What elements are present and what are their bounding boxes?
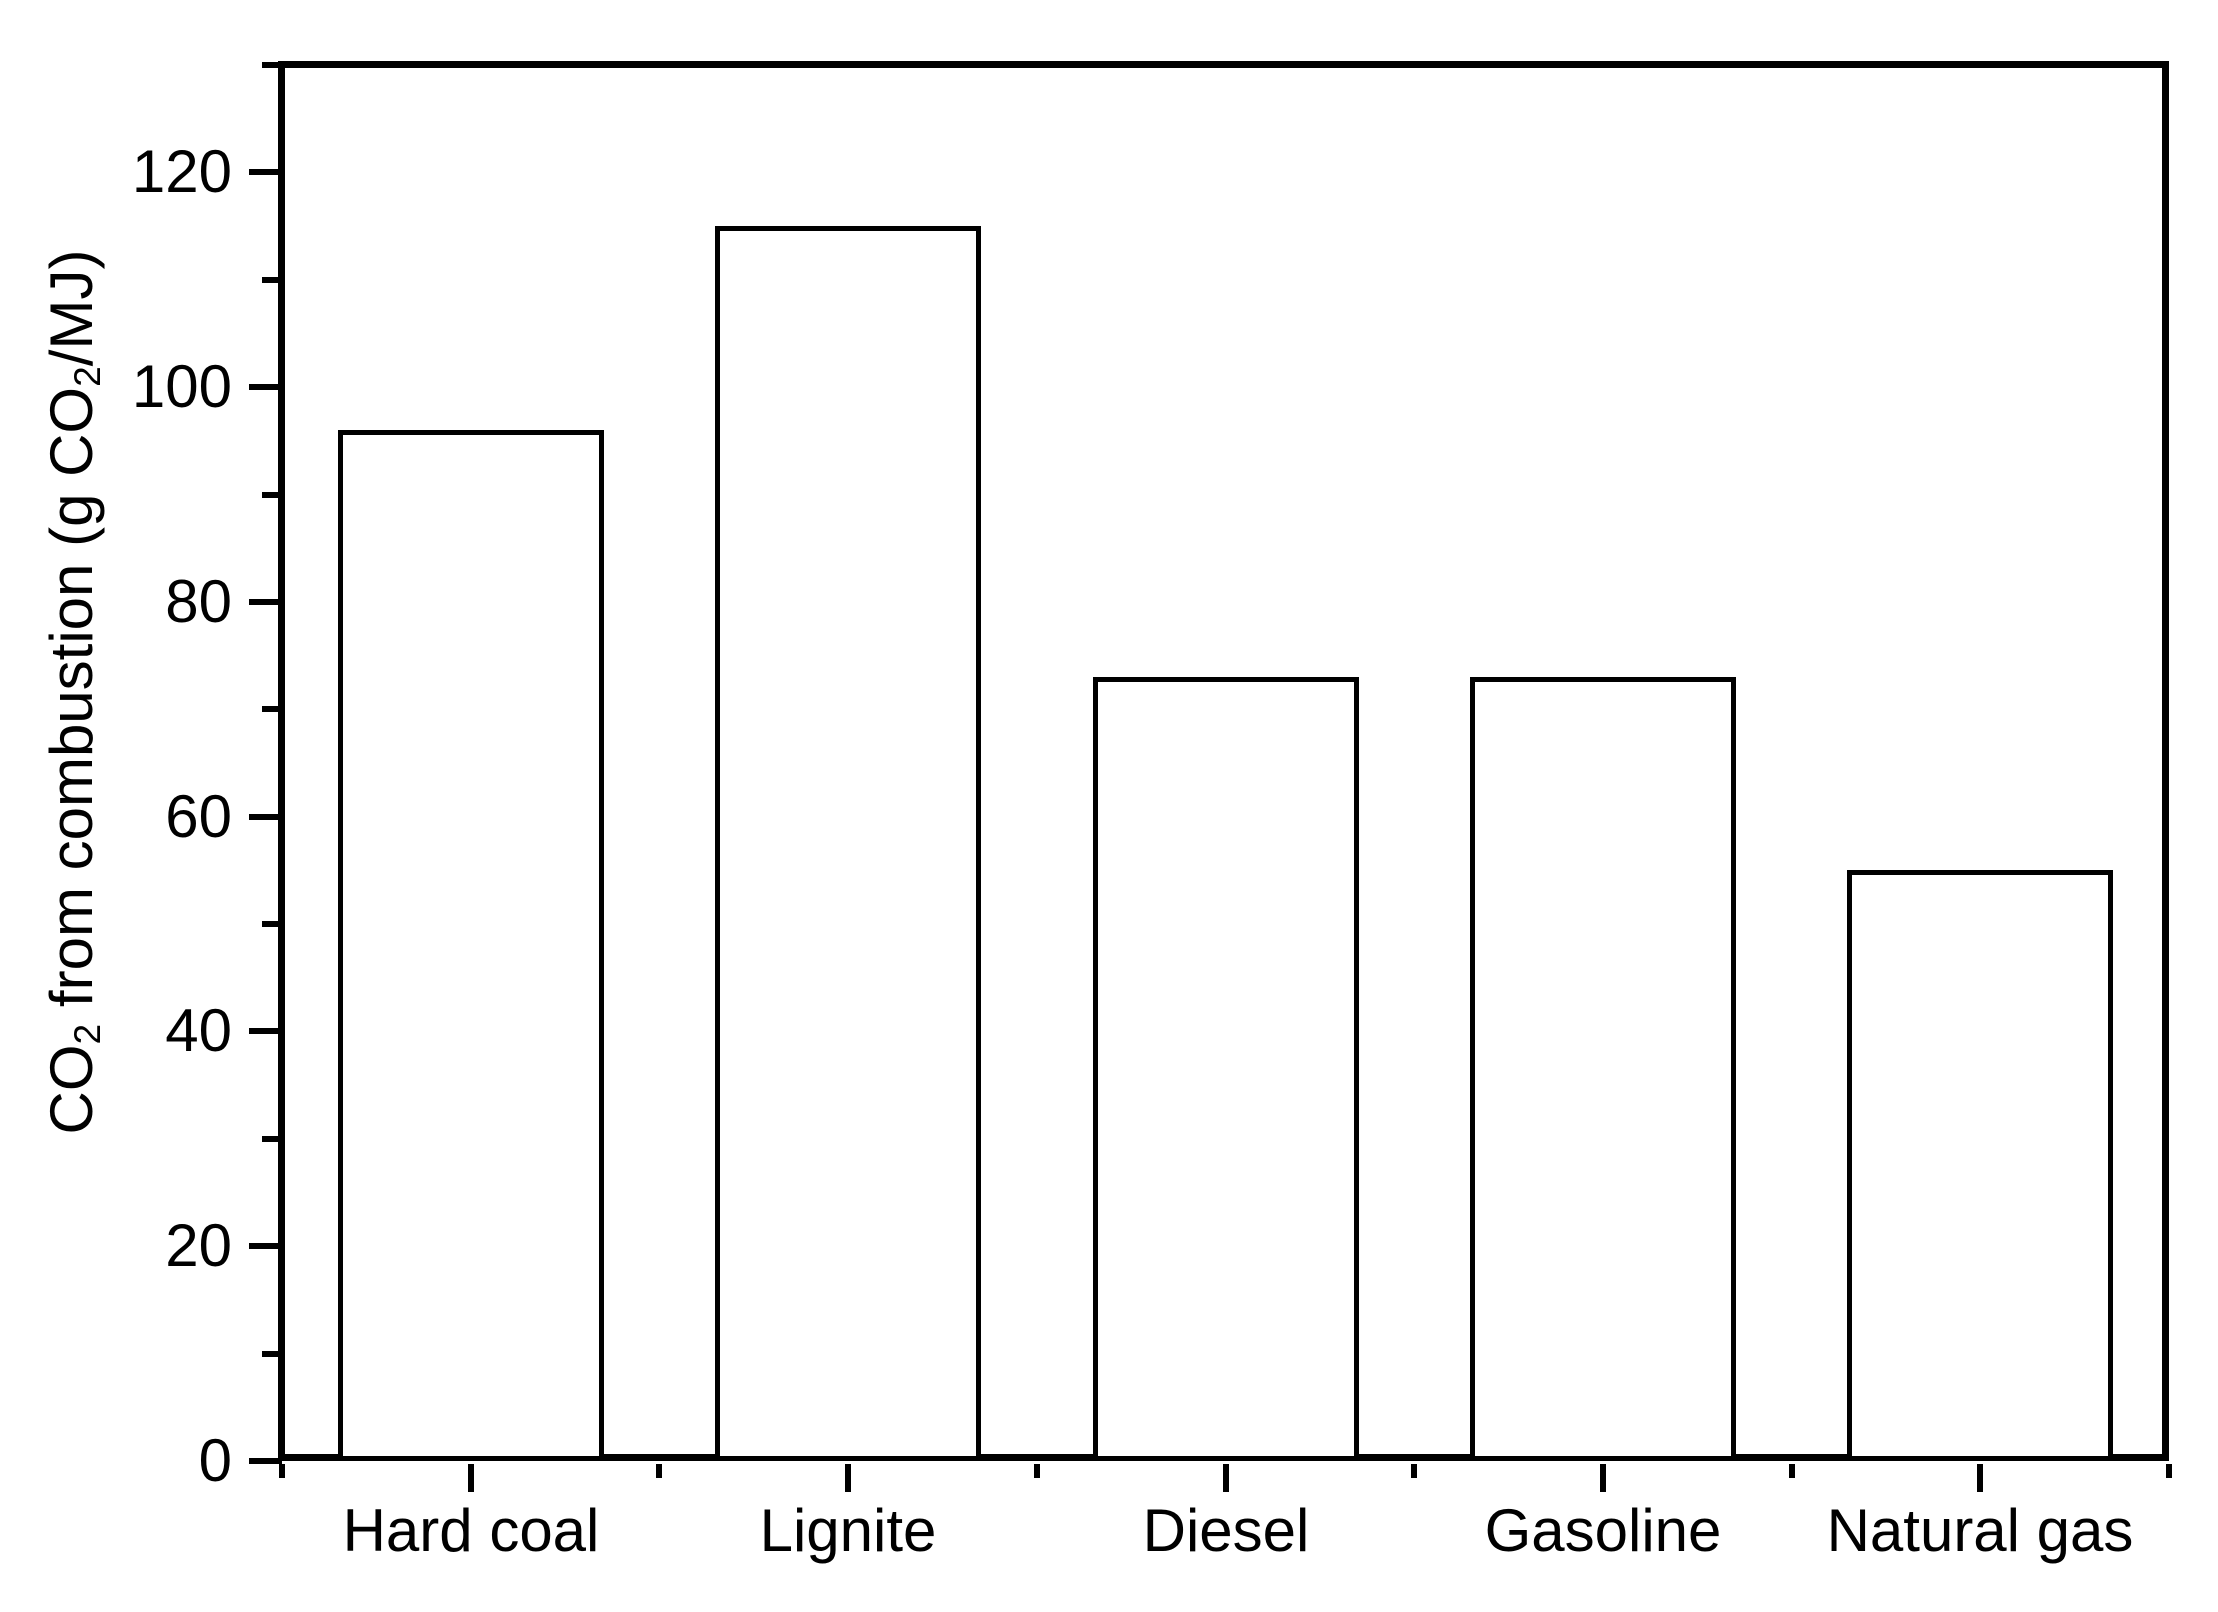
x-major-tick-gasoline — [1600, 1464, 1606, 1492]
y-major-tick-120 — [249, 169, 282, 175]
x-tick-label-natural-gas: Natural gas — [1826, 1497, 2134, 1564]
y-major-tick-100 — [249, 384, 282, 390]
x-major-tick-diesel — [1223, 1464, 1229, 1492]
x-minor-tick-5 — [2166, 1464, 2172, 1478]
y-major-tick-20 — [249, 1243, 282, 1249]
bar-diesel — [1093, 677, 1359, 1461]
x-minor-tick-2 — [1034, 1464, 1040, 1478]
y-minor-tick-50 — [262, 921, 282, 927]
y-axis-title-segment: from combustion (g CO — [38, 386, 105, 1024]
x-minor-tick-3 — [1411, 1464, 1417, 1478]
x-tick-label-lignite: Lignite — [759, 1497, 937, 1564]
bar-gasoline — [1470, 677, 1736, 1461]
y-tick-label-60: 60 — [165, 783, 232, 850]
y-tick-label-40: 40 — [165, 997, 232, 1064]
y-minor-tick-90 — [262, 492, 282, 498]
x-tick-label-diesel: Diesel — [1142, 1497, 1310, 1564]
x-major-tick-lignite — [845, 1464, 851, 1492]
x-tick-label-gasoline: Gasoline — [1484, 1497, 1722, 1564]
x-minor-tick-0 — [279, 1464, 285, 1478]
y-minor-tick-10 — [262, 1351, 282, 1357]
x-major-tick-hard-coal — [468, 1464, 474, 1492]
bar-hard-coal — [338, 430, 604, 1461]
x-minor-tick-1 — [656, 1464, 662, 1478]
x-minor-tick-4 — [1789, 1464, 1795, 1478]
x-tick-label-hard-coal: Hard coal — [342, 1497, 600, 1564]
y-tick-label-0: 0 — [198, 1427, 232, 1494]
y-axis-title-segment: /MJ) — [38, 249, 105, 367]
y-tick-label-120: 120 — [131, 138, 232, 205]
bar-lignite — [715, 226, 981, 1461]
bar-natural-gas — [1847, 870, 2113, 1461]
y-minor-tick-110 — [262, 277, 282, 283]
y-tick-label-20: 20 — [165, 1212, 232, 1279]
y-tick-label-80: 80 — [165, 568, 232, 635]
y-major-tick-60 — [249, 814, 282, 820]
y-major-tick-40 — [249, 1028, 282, 1034]
y-minor-tick-130 — [262, 62, 282, 68]
y-minor-tick-70 — [262, 706, 282, 712]
y-minor-tick-30 — [262, 1136, 282, 1142]
y-tick-label-100: 100 — [131, 353, 232, 420]
y-major-tick-80 — [249, 599, 282, 605]
x-major-tick-natural-gas — [1977, 1464, 1983, 1492]
y-major-tick-0 — [249, 1458, 282, 1464]
